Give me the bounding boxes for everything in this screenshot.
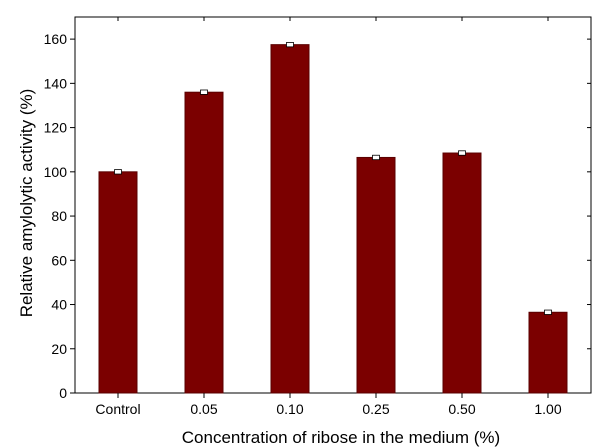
- error-bar-0.10: [286, 42, 294, 48]
- x-tick-label: 0.50: [448, 401, 475, 417]
- y-tick-label: 60: [51, 252, 67, 268]
- error-bar-Control: [114, 169, 122, 175]
- y-axis-ticks: 0 20 40 60 80 100 120 140 160: [44, 31, 591, 401]
- x-tick-label: 0.10: [276, 401, 303, 417]
- error-bar-1.00: [544, 309, 552, 315]
- y-axis-title: Relative amylolytic activity (%): [17, 89, 36, 318]
- bar-0.25: [356, 156, 396, 394]
- y-tick-label: 20: [51, 341, 67, 357]
- plot-border: [74, 16, 592, 394]
- x-tick-label: 1.00: [534, 401, 561, 417]
- plot-frame: [74, 16, 592, 394]
- error-bar-0.50: [458, 150, 466, 156]
- bar-0.10: [270, 44, 310, 394]
- x-axis-title: Concentration of ribose in the medium (%…: [182, 428, 500, 447]
- x-tick-label: Control: [95, 401, 140, 417]
- error-bar-0.25: [372, 154, 380, 161]
- y-tick-label: 120: [44, 120, 68, 136]
- y-tick-label: 40: [51, 297, 67, 313]
- x-tick-label: 0.05: [190, 401, 217, 417]
- bars-group: [98, 42, 568, 394]
- y-tick-label: 140: [44, 75, 68, 91]
- y-tick-label: 0: [59, 385, 67, 401]
- bar-Control: [98, 171, 138, 394]
- bar-0.05: [184, 91, 224, 394]
- bar-0.50: [442, 152, 482, 394]
- y-tick-label: 160: [44, 31, 68, 47]
- bar-1.00: [528, 311, 568, 394]
- y-tick-label: 100: [44, 164, 68, 180]
- x-axis-ticks: Control 0.05 0.10 0.25 0.50 1.00: [95, 17, 562, 417]
- error-bar-0.05: [200, 89, 208, 95]
- y-tick-label: 80: [51, 208, 67, 224]
- x-tick-label: 0.25: [362, 401, 389, 417]
